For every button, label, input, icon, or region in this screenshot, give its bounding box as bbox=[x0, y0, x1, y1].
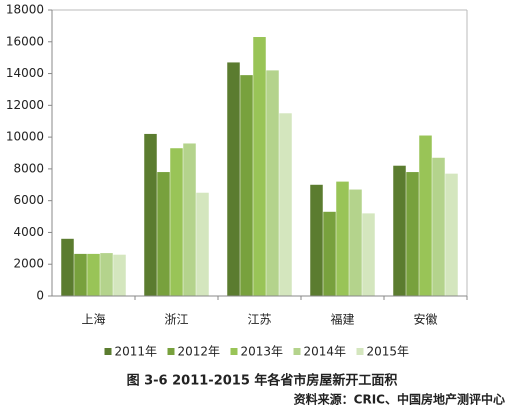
legend-swatch bbox=[293, 348, 301, 355]
bar bbox=[240, 75, 253, 297]
bar bbox=[253, 37, 266, 297]
bar bbox=[266, 70, 279, 296]
y-tick-label: 2000 bbox=[13, 257, 44, 271]
bar bbox=[144, 133, 157, 296]
bar bbox=[393, 165, 406, 296]
y-tick-label: 8000 bbox=[13, 161, 44, 175]
y-tick-label: 16000 bbox=[6, 34, 44, 48]
bar bbox=[419, 135, 432, 296]
y-tick-label: 6000 bbox=[13, 193, 44, 207]
legend-swatch bbox=[104, 348, 112, 355]
bar bbox=[157, 172, 170, 296]
bar bbox=[406, 172, 419, 296]
bar bbox=[336, 181, 349, 296]
legend-swatch bbox=[167, 348, 175, 355]
bar bbox=[113, 254, 126, 296]
y-tick-label: 4000 bbox=[13, 225, 44, 239]
source-note: 资料来源：CRIC、中国房地产测评中心 bbox=[294, 392, 505, 407]
legend-swatch bbox=[356, 348, 364, 355]
y-tick-label: 0 bbox=[36, 289, 44, 303]
x-tick-label: 福建 bbox=[330, 312, 354, 327]
y-tick-label: 18000 bbox=[6, 3, 44, 17]
bar bbox=[227, 62, 240, 296]
bar bbox=[183, 143, 196, 296]
bar bbox=[61, 238, 74, 296]
bar bbox=[170, 148, 183, 296]
bar bbox=[432, 157, 445, 296]
bar bbox=[279, 113, 292, 297]
x-tick-label: 上海 bbox=[81, 312, 105, 327]
bar bbox=[349, 189, 362, 296]
bar bbox=[196, 192, 209, 296]
bar bbox=[323, 211, 336, 296]
legend-label: 2011年 bbox=[115, 345, 158, 359]
chart-title: 图 3-6 2011-2015 年各省市房屋新开工面积 bbox=[127, 373, 398, 389]
legend-label: 2014年 bbox=[304, 345, 347, 359]
legend-label: 2012年 bbox=[178, 345, 221, 359]
legend-swatch bbox=[230, 348, 238, 355]
legend-label: 2013年 bbox=[241, 345, 284, 359]
legend-label: 2015年 bbox=[367, 345, 410, 359]
x-tick-label: 江苏 bbox=[247, 313, 271, 327]
bar bbox=[445, 173, 458, 296]
bar bbox=[362, 213, 375, 296]
bar bbox=[74, 253, 87, 296]
y-tick-label: 14000 bbox=[6, 66, 44, 80]
y-tick-label: 12000 bbox=[6, 98, 44, 112]
bar bbox=[100, 253, 113, 296]
x-tick-label: 浙江 bbox=[164, 313, 188, 327]
bar bbox=[310, 184, 323, 296]
x-tick-label: 安徽 bbox=[413, 312, 437, 327]
bar bbox=[87, 253, 100, 296]
y-tick-label: 10000 bbox=[6, 130, 44, 144]
